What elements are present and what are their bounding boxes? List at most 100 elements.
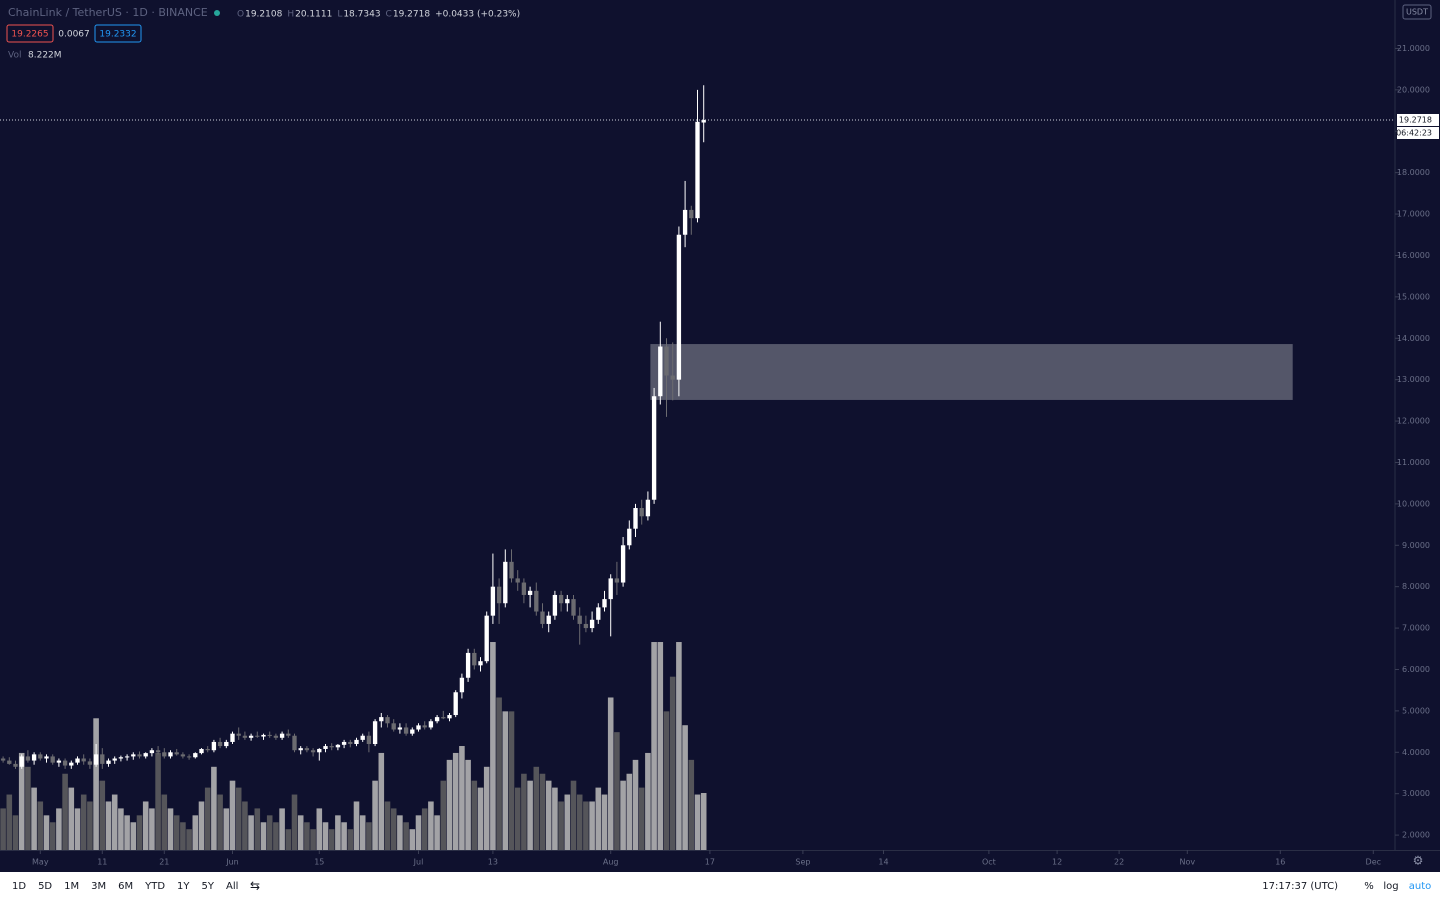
- legend: ChainLink / TetherUS · 1D · BINANCE 19.2…: [6, 4, 1432, 893]
- candle-body: [131, 754, 136, 757]
- candle-body: [521, 582, 527, 595]
- candle-body: [490, 586, 496, 616]
- volume-bar: [465, 759, 471, 850]
- volume-bar: [496, 697, 502, 850]
- compare-icon[interactable]: ⇆: [250, 879, 260, 893]
- candle-body: [608, 578, 613, 600]
- volume-bar: [310, 829, 316, 850]
- volume-bar: [415, 815, 422, 850]
- candle-body: [25, 756, 31, 761]
- range-button[interactable]: 5Y: [202, 881, 215, 892]
- volume-bar: [384, 801, 391, 850]
- volume-bar: [434, 815, 440, 850]
- y-tick-label: 18.0000: [1397, 168, 1430, 177]
- candle-body: [106, 760, 111, 764]
- candle-body: [298, 748, 303, 751]
- candle-body: [410, 729, 415, 734]
- range-button[interactable]: 1M: [64, 881, 79, 892]
- vol-value: 8.222M: [28, 51, 62, 61]
- bottom-toolbar: [0, 872, 1440, 900]
- scale-option[interactable]: %: [1364, 881, 1374, 892]
- x-tick-label: 15: [314, 858, 324, 867]
- volume-bar: [539, 773, 546, 850]
- volume-bar: [638, 787, 645, 850]
- candle-body: [273, 735, 279, 738]
- candle-body: [44, 756, 49, 759]
- candle-body: [329, 746, 334, 748]
- candle-body: [682, 209, 688, 235]
- candle-body: [416, 725, 421, 730]
- candle-body: [248, 735, 254, 738]
- candle-body: [558, 594, 564, 604]
- candle-body: [0, 758, 6, 761]
- candle-body: [112, 758, 117, 761]
- candle-body: [602, 599, 607, 608]
- volume-bar: [167, 808, 174, 850]
- volume-bar: [111, 794, 118, 850]
- candle-body: [217, 741, 223, 747]
- range-button[interactable]: All: [226, 881, 238, 892]
- candle-body: [391, 723, 396, 730]
- volume-bar: [490, 642, 496, 850]
- volume-bar: [105, 801, 112, 850]
- candle-body: [317, 748, 322, 753]
- clock: 17:17:37 (UTC): [1262, 881, 1338, 892]
- volume-bar: [378, 752, 385, 850]
- y-tick-label: 7.0000: [1402, 624, 1430, 633]
- volume-bar: [335, 815, 341, 850]
- volume-bar: [229, 780, 236, 850]
- candle-body: [397, 727, 403, 730]
- x-tick-label: 12: [1052, 858, 1062, 867]
- range-button[interactable]: YTD: [144, 881, 165, 892]
- volume-bar: [570, 780, 577, 850]
- candle-body: [472, 652, 477, 666]
- volume-bar: [149, 808, 155, 850]
- volume-bar: [446, 759, 453, 850]
- volume-bar: [589, 801, 595, 850]
- y-tick-label: 3.0000: [1402, 789, 1430, 798]
- candle-body: [689, 209, 694, 219]
- volume-bar: [68, 787, 75, 850]
- range-button[interactable]: 6M: [118, 881, 133, 892]
- currency[interactable]: USDT: [1406, 8, 1428, 17]
- ohlc-key: O: [237, 10, 244, 20]
- volume-bar: [279, 808, 285, 850]
- volume-bar: [657, 642, 664, 850]
- volume-bar: [173, 815, 180, 850]
- x-tick-label: 21: [159, 858, 169, 867]
- y-tick-label: 11.0000: [1397, 458, 1430, 467]
- candle-body: [211, 741, 217, 751]
- y-tick-label: 17.0000: [1397, 210, 1430, 219]
- settings-icon[interactable]: ⚙: [1413, 854, 1424, 868]
- candle-body: [304, 748, 310, 751]
- candle-body: [69, 762, 74, 766]
- volume-bar: [37, 801, 44, 850]
- volume-bar: [74, 808, 81, 850]
- x-tick-label: Dec: [1366, 858, 1381, 867]
- candle-body: [509, 561, 514, 579]
- candle-body: [583, 623, 589, 629]
- volume-bar: [18, 752, 25, 850]
- x-tick-label: Oct: [982, 858, 996, 867]
- volume-bar: [353, 801, 360, 850]
- currency-box[interactable]: [1402, 4, 1432, 20]
- range-button[interactable]: 1D: [12, 881, 26, 892]
- range-button[interactable]: 5D: [38, 881, 52, 892]
- range-button[interactable]: 3M: [91, 881, 106, 892]
- candle-body: [174, 752, 179, 755]
- candle-body: [292, 735, 297, 751]
- y-tick-label: 2.0000: [1402, 831, 1430, 840]
- volume-bar: [688, 759, 695, 850]
- volume-bar: [192, 815, 199, 850]
- range-button[interactable]: 1Y: [177, 881, 190, 892]
- candle-body: [149, 750, 155, 754]
- volume-bar: [682, 725, 688, 850]
- volume-bar: [80, 794, 87, 850]
- scale-option[interactable]: auto: [1409, 881, 1432, 892]
- candle-body: [13, 763, 18, 767]
- volume-bar: [248, 815, 254, 850]
- scale-option[interactable]: log: [1383, 881, 1398, 892]
- x-tick-label: Jun: [225, 858, 239, 867]
- volume-bar: [576, 794, 583, 850]
- candle-body: [465, 652, 471, 678]
